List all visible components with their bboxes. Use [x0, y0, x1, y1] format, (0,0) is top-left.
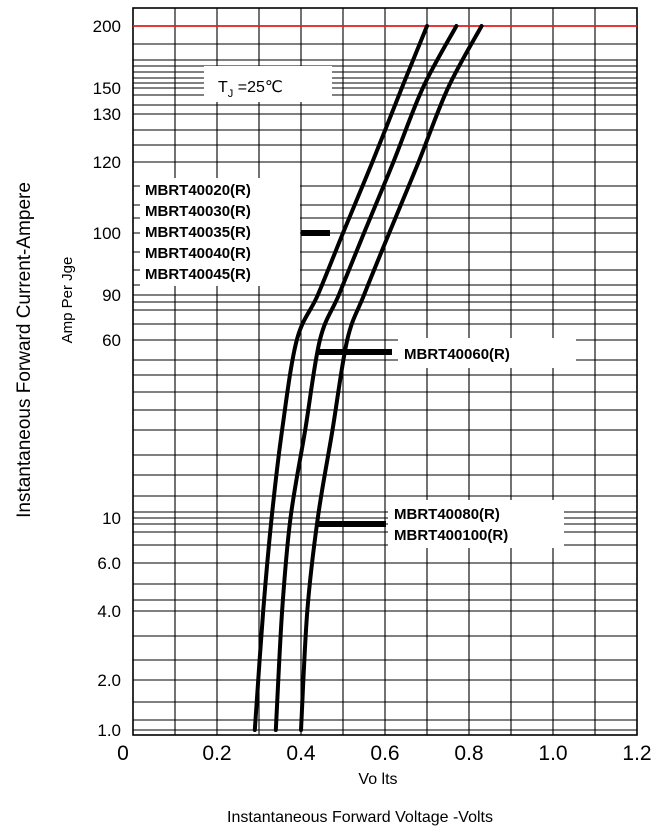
y-axis-title: Instantaneous Forward Current-Ampere — [14, 182, 35, 518]
x-tick-labels: 0 0.2 0.4 0.6 0.8 1.0 1.2 — [117, 742, 651, 765]
callout-label: MBRT400100(R) — [394, 527, 508, 544]
x-tick-label: 1.0 — [538, 742, 567, 765]
y-tick-label: 150 — [93, 79, 121, 98]
callout-group-3: MBRT40080(R) MBRT400100(R) — [318, 500, 564, 548]
callout-label: MBRT40060(R) — [404, 346, 510, 363]
y-axis-subtitle: Amp Per Jge — [59, 257, 76, 344]
callout-group-2: MBRT40060(R) — [316, 338, 576, 368]
y-tick-label: 90 — [102, 286, 121, 305]
callout-label: MBRT40020(R) — [145, 182, 251, 199]
x-tick-label: 1.2 — [622, 742, 651, 765]
x-tick-label: 0.6 — [370, 742, 399, 765]
callout-label: MBRT40030(R) — [145, 203, 251, 220]
x-axis-units: Vo lts — [358, 771, 397, 788]
y-tick-label: 6.0 — [97, 554, 121, 573]
callout-label: MBRT40080(R) — [394, 506, 500, 523]
annotation-main: T — [218, 79, 228, 96]
series-curve-1 — [252, 24, 429, 732]
x-axis-title: Instantaneous Forward Voltage -Volts — [227, 809, 493, 826]
y-tick-label: 1.0 — [97, 721, 121, 740]
y-tick-label: 10 — [102, 509, 121, 528]
svg-text:TJ =25℃: TJ =25℃ — [218, 79, 283, 100]
x-tick-label: 0.2 — [202, 742, 231, 765]
temperature-annotation: TJ =25℃ — [204, 66, 332, 102]
x-tick-label: 0.8 — [454, 742, 483, 765]
y-tick-label: 100 — [93, 224, 121, 243]
annotation-sub: J — [228, 88, 234, 100]
callout-group-1: MBRT40020(R) MBRT40030(R) MBRT40035(R) M… — [140, 178, 330, 286]
x-tick-label: 0.4 — [286, 742, 316, 765]
y-tick-labels: 200 150 130 120 100 90 60 10 6.0 4.0 2.0 1.0 — [93, 17, 121, 740]
series-curve-2 — [273, 24, 459, 732]
y-tick-label: 120 — [93, 153, 121, 172]
y-tick-label: 4.0 — [97, 602, 121, 621]
y-tick-label: 60 — [102, 331, 121, 350]
chart-grid — [132, 7, 638, 736]
y-tick-label: 200 — [93, 17, 121, 36]
curves-group — [252, 24, 484, 732]
series-curve-3 — [299, 24, 484, 732]
annotation-rest: =25℃ — [233, 79, 283, 96]
callout-label: MBRT40045(R) — [145, 266, 251, 283]
callout-label: MBRT40040(R) — [145, 245, 251, 262]
callout-label: MBRT40035(R) — [145, 224, 251, 241]
y-tick-label: 2.0 — [97, 671, 121, 690]
y-tick-label: 130 — [93, 105, 121, 124]
x-tick-label: 0 — [117, 742, 129, 765]
